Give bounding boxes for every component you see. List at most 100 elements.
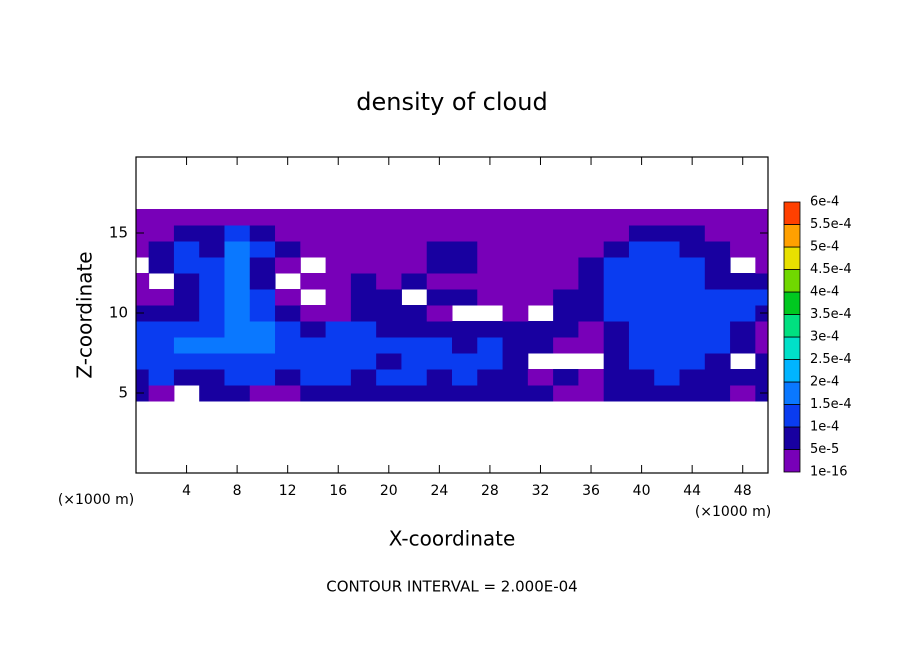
contour-cell [376, 241, 402, 258]
contour-cell [654, 369, 681, 386]
contour-cell [452, 257, 478, 274]
contour-cell [148, 289, 175, 306]
colorbar-label: 4e-4 [810, 285, 839, 300]
contour-cell [502, 385, 529, 402]
contour-cell [755, 209, 768, 226]
contour-cell [148, 225, 175, 242]
contour-cell [654, 337, 681, 354]
colorbar-box [783, 449, 801, 473]
contour-cell [553, 305, 579, 322]
contour-cell [654, 225, 681, 242]
colorbar-box [783, 291, 801, 315]
contour-cell [527, 337, 554, 354]
contour-cell [325, 369, 352, 386]
contour-cell [704, 209, 731, 226]
contour-cell [199, 241, 225, 258]
contour-cell [275, 225, 301, 242]
contour-cell [628, 241, 655, 258]
contour-cell [376, 273, 402, 290]
contour-cell [527, 369, 554, 386]
contour-cell [452, 209, 478, 226]
contour-cell [477, 337, 504, 354]
contour-cell [527, 257, 554, 274]
x-tick-label: 20 [380, 483, 398, 499]
colorbar-label: 5.5e-4 [810, 217, 852, 232]
contour-cell [603, 353, 630, 370]
contour-cell [199, 209, 225, 226]
contour-cell [249, 385, 276, 402]
contour-cell [376, 257, 402, 274]
contour-cell [452, 353, 478, 370]
contour-cell [603, 289, 630, 306]
contour-cell [755, 353, 768, 370]
contour-cell [502, 321, 529, 338]
contour-cell [578, 385, 605, 402]
contour-cell [173, 305, 200, 322]
contour-cell [477, 369, 504, 386]
contour-cell [325, 321, 352, 338]
contour-cell [401, 241, 428, 258]
contour-cell [136, 337, 150, 354]
y-tick-label: 10 [109, 304, 128, 322]
colorbar-box [783, 314, 801, 338]
colorbar-box [783, 201, 801, 225]
contour-cell [477, 321, 504, 338]
contour-cell [704, 225, 731, 242]
contour-cell [224, 289, 251, 306]
contour-cell [502, 369, 529, 386]
colorbar-box [783, 336, 801, 360]
contour-cell [704, 385, 731, 402]
contour-cell [477, 209, 504, 226]
contour-cell [401, 209, 428, 226]
contour-cell [325, 353, 352, 370]
contour-cell [401, 257, 428, 274]
contour-cell [654, 209, 681, 226]
x-tick-label: 48 [734, 483, 752, 499]
contour-cell [426, 385, 453, 402]
contour-cell [136, 209, 150, 226]
contour-cell [199, 289, 225, 306]
contour-cell [249, 337, 276, 354]
contour-cell [275, 257, 301, 274]
contour-cell [502, 257, 529, 274]
contour-cell [654, 385, 681, 402]
colorbar-label: 2.5e-4 [810, 352, 852, 367]
y-tick-label: 15 [109, 224, 128, 242]
contour-cell [730, 305, 756, 322]
contour-cell [325, 257, 352, 274]
contour-cell [730, 369, 756, 386]
contour-cell [325, 241, 352, 258]
contour-cell [426, 273, 453, 290]
contour-cell [730, 321, 756, 338]
contour-cell [578, 241, 605, 258]
contour-cell [679, 321, 706, 338]
contour-cell [224, 305, 251, 322]
colorbar-box [783, 404, 801, 428]
contour-cell [553, 385, 579, 402]
x-tick-label: 28 [481, 483, 499, 499]
contour-cell [275, 369, 301, 386]
plot-frame [135, 156, 769, 474]
contour-cell [350, 337, 377, 354]
contour-cell [477, 273, 504, 290]
contour-cell [628, 353, 655, 370]
contour-cell [603, 385, 630, 402]
contour-cell [654, 305, 681, 322]
contour-cell [477, 225, 504, 242]
contour-cell [224, 321, 251, 338]
contour-cell [755, 257, 768, 274]
footnote: CONTOUR INTERVAL = 2.000E-04 [326, 578, 577, 596]
contour-cell [249, 225, 276, 242]
contour-cell [300, 209, 327, 226]
contour-cell [350, 273, 377, 290]
contour-cell [452, 273, 478, 290]
contour-cell [452, 369, 478, 386]
contour-cell [628, 305, 655, 322]
contour-cell [527, 289, 554, 306]
contour-cell [300, 385, 327, 402]
contour-cell [325, 385, 352, 402]
contour-cell [173, 273, 200, 290]
x-tick-label: 4 [182, 483, 191, 499]
contour-cell [704, 353, 731, 370]
